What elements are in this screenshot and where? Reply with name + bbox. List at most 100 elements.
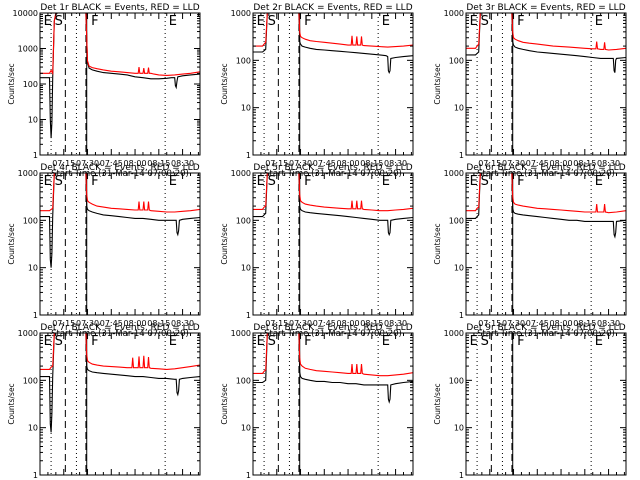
y-tick-label: 100: [449, 216, 464, 225]
y-tick-label: 100: [236, 56, 251, 65]
y-tick-label: 100: [236, 216, 251, 225]
panel-title: Det 7r BLACK = Events, RED = LLD: [40, 323, 199, 333]
y-tick-label: 1: [459, 311, 464, 320]
region-label: E: [257, 334, 265, 349]
y-axis-label: Counts/sec: [7, 223, 16, 264]
y-tick-label: 100: [23, 80, 38, 89]
x-tick-label: 08:15: [360, 319, 383, 328]
y-tick-label: 1000: [18, 169, 38, 178]
y-axis-label: Counts/sec: [7, 63, 16, 104]
region-label: S: [268, 174, 276, 189]
region-label: E: [595, 174, 603, 189]
x-axis-label: Start Time (31-Mar-14 07:00:20): [477, 329, 615, 339]
x-axis-label: Start Time (31-Mar-14 07:00:20): [264, 169, 402, 179]
lld-series-line: [253, 333, 413, 377]
y-tick-label: 10: [28, 116, 38, 125]
events-series-line: [253, 13, 413, 74]
region-label: F: [517, 14, 524, 29]
x-tick-label: 07:45: [100, 319, 123, 328]
x-tick-label: 07:15: [478, 159, 501, 168]
y-tick-label: 1: [459, 471, 464, 480]
x-tick-label: 07:30: [76, 319, 99, 328]
x-tick-label: 08:30: [597, 319, 620, 328]
series-group: [40, 173, 200, 268]
events-series-line: [466, 173, 626, 239]
x-tick-label: 08:30: [384, 319, 407, 328]
y-tick-label: 100: [236, 376, 251, 385]
y-tick-label: 10: [28, 424, 38, 433]
region-label: S: [55, 14, 63, 29]
region-label: F: [91, 334, 98, 349]
x-tick-label: 07:45: [313, 159, 336, 168]
x-tick-label: 08:00: [337, 159, 360, 168]
x-tick-label: 08:15: [573, 319, 596, 328]
x-tick-label: 07:15: [265, 319, 288, 328]
y-tick-label: 10: [454, 264, 464, 273]
x-tick-label: 08:00: [124, 159, 147, 168]
x-tick-label: 08:00: [337, 319, 360, 328]
y-tick-label: 1: [246, 471, 251, 480]
x-tick-label: 08:30: [171, 319, 194, 328]
region-label: F: [91, 14, 98, 29]
region-label: E: [257, 14, 265, 29]
y-axis-label: Counts/sec: [220, 223, 229, 264]
series-group: [253, 173, 413, 237]
panel-title: Det 4r BLACK = Events, RED = LLD: [40, 163, 199, 173]
y-tick-label: 100: [23, 376, 38, 385]
region-label: E: [470, 174, 478, 189]
plot-frame: [252, 332, 414, 476]
series-group: [40, 13, 200, 139]
y-tick-label: 1000: [231, 169, 251, 178]
panel-title: Det 3r BLACK = Events, RED = LLD: [466, 3, 625, 13]
y-tick-label: 100: [449, 376, 464, 385]
region-label: S: [268, 14, 276, 29]
events-series-line: [40, 333, 200, 433]
x-tick-label: 07:30: [289, 159, 312, 168]
y-tick-label: 1000: [18, 329, 38, 338]
y-tick-label: 10: [241, 424, 251, 433]
x-tick-label: 07:45: [526, 319, 549, 328]
region-label: F: [304, 174, 311, 189]
plot-frame: [39, 172, 201, 316]
x-tick-label: 07:30: [76, 159, 99, 168]
y-axis-label: Counts/sec: [220, 63, 229, 104]
region-label: E: [595, 334, 603, 349]
lld-series-line: [40, 173, 200, 213]
region-label: F: [304, 14, 311, 29]
y-axis-label: Counts/sec: [220, 383, 229, 424]
x-tick-label: 07:30: [289, 319, 312, 328]
region-label: E: [44, 174, 52, 189]
panel-title: Det 1r BLACK = Events, RED = LLD: [40, 3, 199, 13]
y-tick-label: 1000: [444, 329, 464, 338]
x-tick-label: 07:15: [265, 159, 288, 168]
x-tick-label: 08:15: [360, 159, 383, 168]
region-label: E: [595, 14, 603, 29]
y-axis-label: Counts/sec: [433, 383, 442, 424]
x-axis-label: Start Time (31-Mar-14 07:00:20): [51, 329, 189, 339]
region-label: F: [304, 334, 311, 349]
plot-frame: [252, 12, 414, 156]
y-tick-label: 1: [33, 311, 38, 320]
plot-frame: [39, 12, 201, 156]
panel-title: Det 9r BLACK = Events, RED = LLD: [466, 323, 625, 333]
x-tick-label: 08:15: [147, 159, 170, 168]
region-label: E: [169, 334, 177, 349]
region-label: E: [257, 174, 265, 189]
y-tick-label: 10: [454, 104, 464, 113]
y-tick-label: 10: [241, 104, 251, 113]
x-tick-label: 07:15: [52, 159, 75, 168]
panel-title: Det 5r BLACK = Events, RED = LLD: [253, 163, 412, 173]
panel-title: Det 2r BLACK = Events, RED = LLD: [253, 3, 412, 13]
y-tick-label: 10: [241, 264, 251, 273]
y-tick-label: 10: [28, 264, 38, 273]
region-label: E: [470, 334, 478, 349]
region-label: F: [91, 174, 98, 189]
region-label: E: [382, 174, 390, 189]
